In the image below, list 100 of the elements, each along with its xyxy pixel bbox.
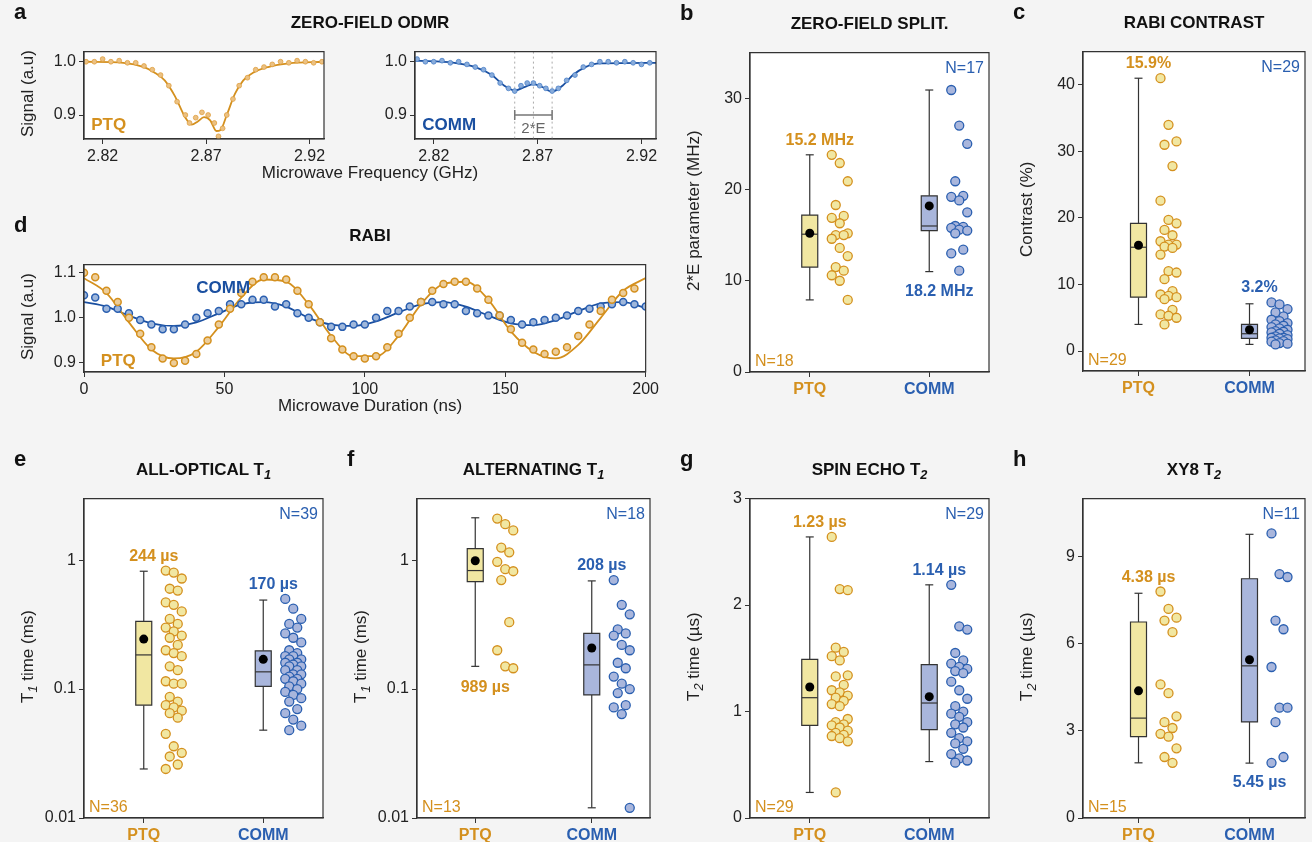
text: PTQ	[91, 114, 127, 134]
y-tick-label: 9	[1066, 547, 1076, 565]
annotation: N=29	[1088, 351, 1127, 368]
y-tick-label: 1	[400, 550, 410, 568]
y-tick-label: 0.9	[53, 105, 77, 123]
y-tick-label: 20	[1057, 208, 1076, 226]
x-tick-label: PTQ	[793, 380, 827, 398]
y-tick-label: 0.1	[386, 679, 410, 697]
annotation: N=29	[755, 798, 794, 815]
text: d	[14, 212, 28, 238]
y-tick-label: 1	[67, 550, 77, 568]
y-tick-label: 1.0	[53, 308, 77, 326]
annotation: 244 µs	[129, 546, 179, 564]
annotation: 208 µs	[577, 556, 627, 574]
y-axis-title: 2*E parameter (MHz)	[684, 129, 704, 291]
y-tick-label: 10	[1057, 274, 1076, 292]
annotation: 2*E	[521, 118, 546, 136]
y-tick-label: 30	[724, 88, 743, 106]
annotation: 4.38 µs	[1121, 567, 1176, 585]
y-tick-label: 6	[1066, 634, 1076, 652]
x-tick-label: 2.82	[87, 147, 119, 165]
text: g	[680, 446, 694, 472]
y-tick-label: 0.01	[377, 808, 410, 826]
y-tick-label: 0	[733, 362, 743, 380]
y-tick-label: 10	[724, 271, 743, 289]
text: b	[680, 0, 694, 26]
chart-title: ALL-OPTICAL T$_{1}$	[134, 460, 273, 483]
annotation: 3.2%	[1241, 278, 1278, 296]
annotation: N=36	[89, 798, 128, 815]
x-tick-label: 2.87	[190, 147, 222, 165]
x-tick-label: 2.82	[418, 147, 450, 165]
x-tick-label: COMM	[566, 826, 618, 842]
x-tick-label: COMM	[903, 380, 955, 398]
annotation: N=11	[1262, 504, 1301, 522]
annotation: N=18	[606, 504, 646, 522]
y-tick-label: 20	[724, 179, 743, 197]
chart-title: ZERO-FIELD SPLIT.	[789, 14, 950, 34]
chart-title: SPIN ECHO T$_{2}$	[810, 460, 929, 483]
annotation: 989 µs	[460, 678, 510, 696]
text: a	[14, 0, 27, 25]
series-label: COMM	[196, 277, 251, 297]
y-tick-label: 0.1	[53, 679, 77, 697]
y-tick-label: 1.1	[53, 263, 77, 281]
text: h	[1013, 446, 1027, 472]
y-tick-label: 3	[733, 489, 743, 507]
x-axis-title: Microwave Duration (ns)	[276, 396, 464, 416]
annotation: 5.45 µs	[1232, 773, 1287, 791]
y-tick-label: 1	[733, 701, 743, 719]
chart-title: RABI	[348, 226, 392, 246]
annotation: 1.23 µs	[792, 512, 847, 530]
x-tick-label: COMM	[1224, 379, 1275, 397]
chart-title: ALTERNATING T$_{1}$	[461, 460, 606, 483]
x-tick-label: 100	[351, 380, 379, 398]
text: COMM	[422, 114, 477, 134]
annotation: 1.14 µs	[912, 560, 967, 578]
text: ZERO-FIELD ODMR	[289, 13, 451, 33]
chart-title: RABI CONTRAST	[1122, 13, 1266, 33]
annotation: N=29	[1261, 57, 1301, 75]
x-tick-label: COMM	[903, 826, 955, 842]
annotation: N=18	[755, 352, 794, 369]
x-tick-label: PTQ	[1122, 379, 1155, 397]
x-tick-label: 2.92	[293, 147, 326, 165]
annotation: 15.2 MHz	[785, 130, 854, 148]
series-label: PTQ	[100, 350, 136, 370]
y-axis-title: Signal (a.u)	[18, 49, 38, 137]
x-tick-label: 0	[79, 380, 89, 398]
annotation: 18.2 MHz	[905, 281, 974, 299]
y-tick-label: 0	[1066, 808, 1076, 826]
y-tick-label: 2	[733, 595, 743, 613]
annotation: 170 µs	[248, 574, 298, 592]
x-tick-label: COMM	[237, 826, 289, 842]
y-tick-label: 3	[1066, 721, 1076, 739]
y-tick-label: 1.0	[384, 52, 408, 70]
annotation: 15.9%	[1125, 54, 1172, 72]
y-tick-label: 0.9	[384, 105, 408, 123]
annotation: N=17	[945, 58, 985, 76]
annotation: N=29	[945, 504, 985, 522]
x-tick-label: 2.87	[522, 147, 554, 165]
y-tick-label: 30	[1057, 141, 1076, 159]
y-tick-label: 0	[733, 808, 743, 826]
text: c	[1013, 0, 1026, 25]
y-tick-label: 40	[1057, 75, 1076, 93]
x-tick-label: 2.92	[625, 147, 658, 165]
y-axis-title: Signal (a.u)	[18, 272, 38, 360]
text: f	[347, 446, 355, 472]
x-tick-label: 150	[491, 380, 519, 398]
y-axis-title: Contrast (%)	[1017, 161, 1037, 257]
chart-title: XY8 T$_{2}$	[1165, 460, 1223, 483]
x-tick-label: 200	[632, 380, 660, 398]
y-tick-label: 0	[1066, 341, 1076, 359]
x-axis-title: Microwave Frequency (GHz)	[260, 163, 480, 183]
y-tick-label: 1.0	[53, 52, 77, 70]
y-tick-label: 0.01	[44, 808, 77, 826]
y-tick-label: 0.9	[53, 353, 77, 371]
annotation: N=13	[422, 798, 461, 815]
text: e	[14, 446, 27, 472]
annotation: N=15	[1088, 798, 1127, 815]
x-tick-label: COMM	[1224, 826, 1275, 842]
annotation: N=39	[279, 504, 319, 522]
x-tick-label: 50	[215, 380, 234, 398]
